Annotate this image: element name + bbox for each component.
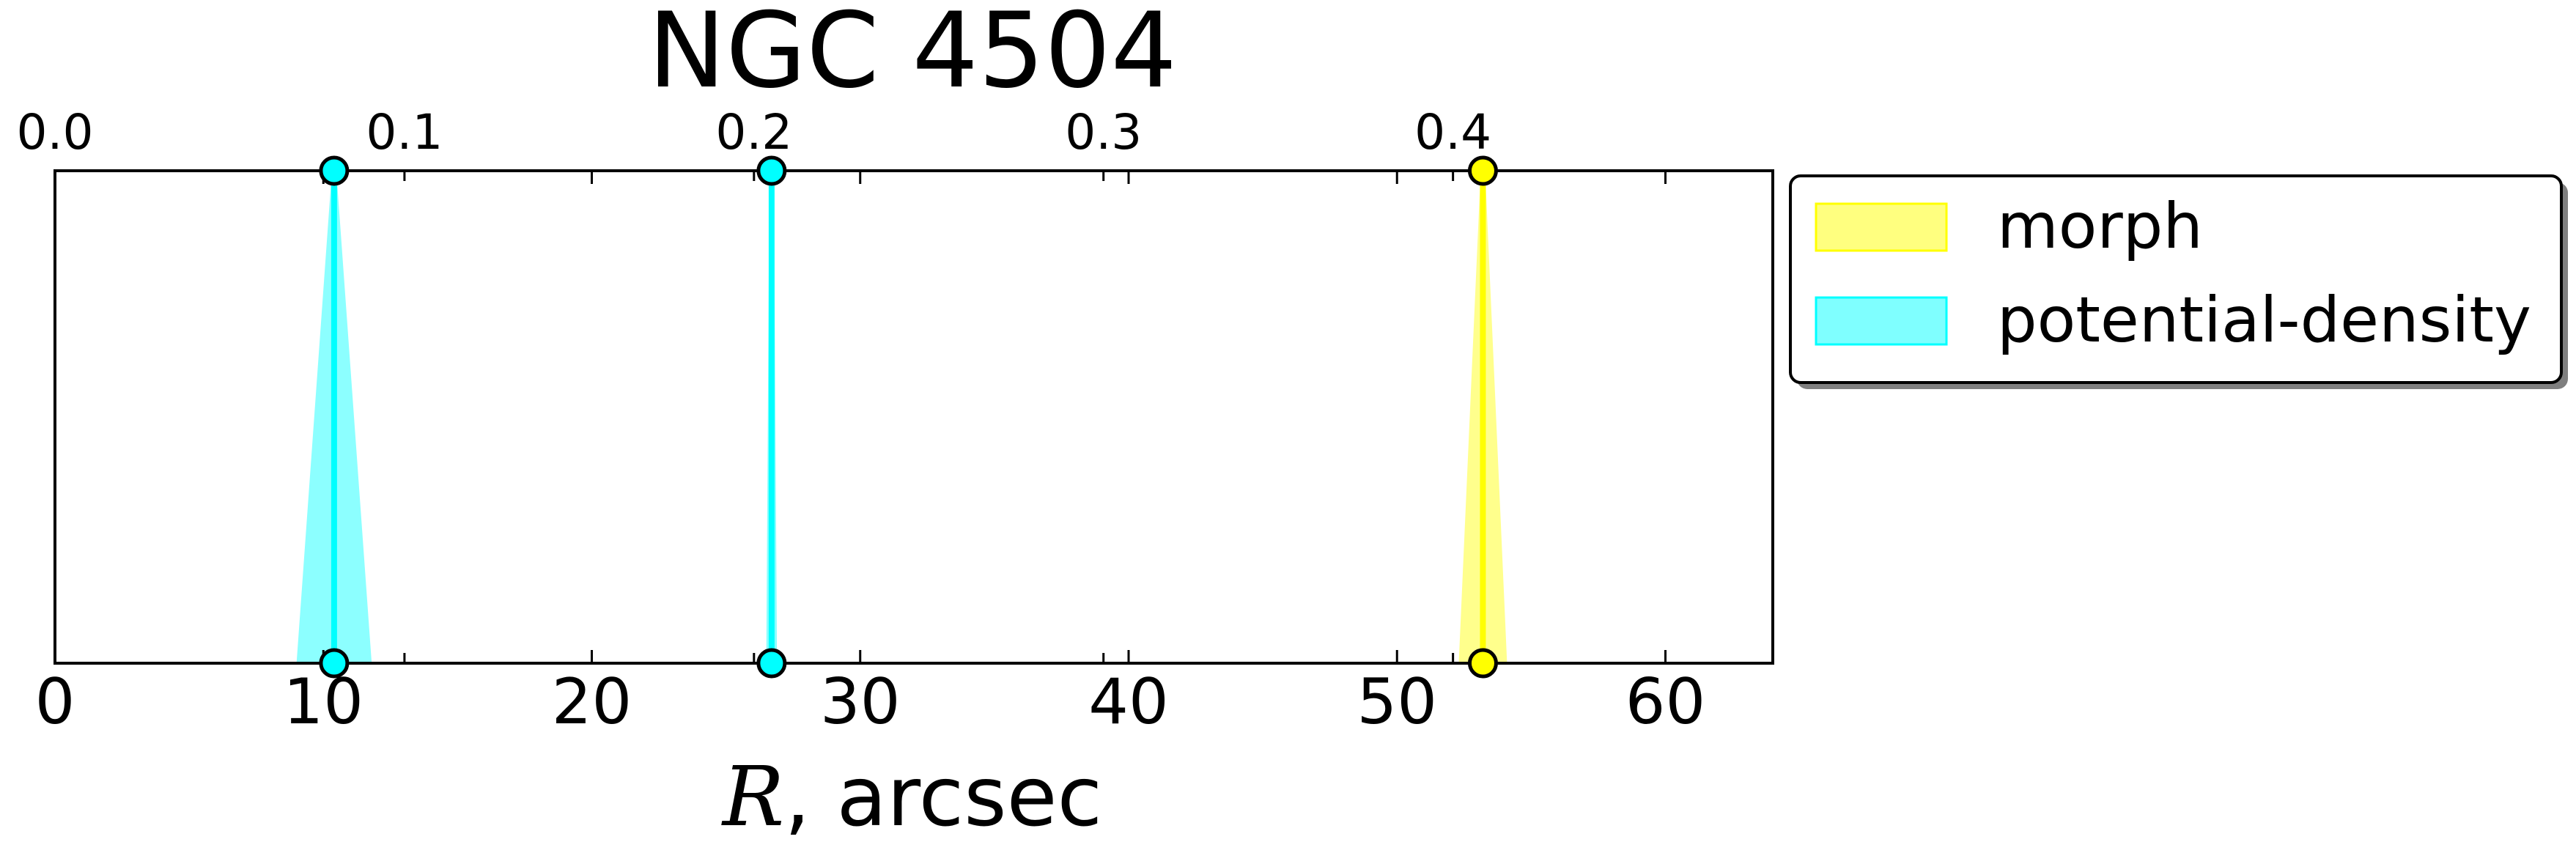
secondary-x-tick-label: 0.1 (366, 104, 443, 160)
x-tick-label: 60 (1625, 665, 1705, 739)
secondary-x-tick-label: 0.0 (17, 104, 94, 160)
x-tick-label: 10 (284, 665, 363, 739)
legend-swatch-potential-density (1815, 296, 1948, 346)
marker-potential-density (319, 648, 350, 679)
plot-area (53, 169, 1774, 665)
marker-morph (1467, 155, 1498, 186)
uncertainty-bands (296, 171, 1507, 663)
marker-morph (1467, 648, 1498, 679)
marker-potential-density (319, 155, 350, 186)
secondary-x-tick-label: 0.3 (1065, 104, 1142, 160)
x-axis-label: R, arcsec (721, 750, 1102, 845)
marker-potential-density (756, 155, 787, 186)
legend-label-potential-density: potential-density (1997, 284, 2531, 357)
x-axis-label-symbol: R (721, 750, 784, 845)
series-lines (331, 171, 1486, 663)
x-tick-label: 30 (820, 665, 900, 739)
legend-frame (1789, 174, 2563, 384)
x-tick-label: 40 (1088, 665, 1168, 739)
x-axis-label-unit: , arcsec (784, 750, 1102, 845)
secondary-x-tick-label: 0.2 (715, 104, 792, 160)
secondary-x-tick-label: 0.4 (1414, 104, 1491, 160)
x-axis-top: 0.0 0.1 0.2 0.3 0.4 (17, 104, 1491, 663)
x-tick-label: 20 (552, 665, 632, 739)
legend: morph potential-density (1789, 174, 2568, 389)
x-tick-label: 50 (1357, 665, 1437, 739)
x-axis-bottom: 0 10 20 30 40 50 60 (35, 171, 1705, 739)
series-markers (319, 155, 1498, 679)
chart-title: NGC 4504 (648, 0, 1177, 111)
legend-swatch-morph (1815, 202, 1948, 252)
x-tick-label: 0 (35, 665, 75, 739)
legend-items: morph potential-density (1815, 190, 2531, 357)
legend-label-morph: morph (1997, 190, 2203, 263)
marker-potential-density (756, 648, 787, 679)
